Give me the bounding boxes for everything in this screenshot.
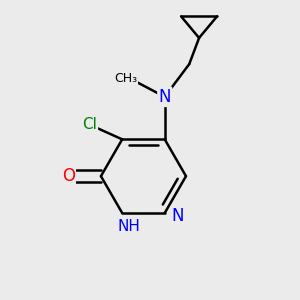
Text: O: O: [62, 167, 75, 185]
Text: Cl: Cl: [82, 117, 97, 132]
Text: N: N: [172, 207, 184, 225]
Text: NH: NH: [117, 219, 140, 234]
Text: CH₃: CH₃: [114, 72, 137, 85]
Text: N: N: [158, 88, 171, 106]
